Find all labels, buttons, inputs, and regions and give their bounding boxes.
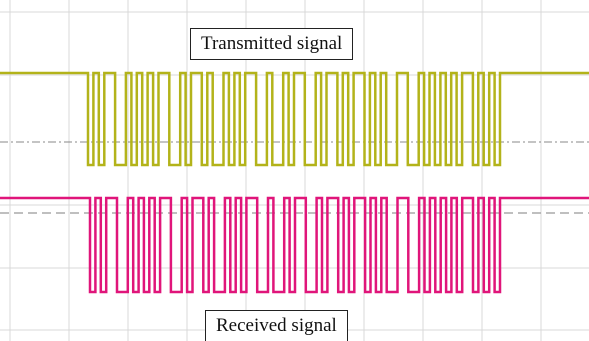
received-waveform — [0, 198, 589, 292]
received-label: Received signal — [205, 310, 348, 341]
transmitted-label: Transmitted signal — [190, 28, 353, 60]
transmitted-waveform — [0, 73, 589, 165]
oscilloscope-screen: Transmitted signal Received signal — [0, 0, 589, 341]
